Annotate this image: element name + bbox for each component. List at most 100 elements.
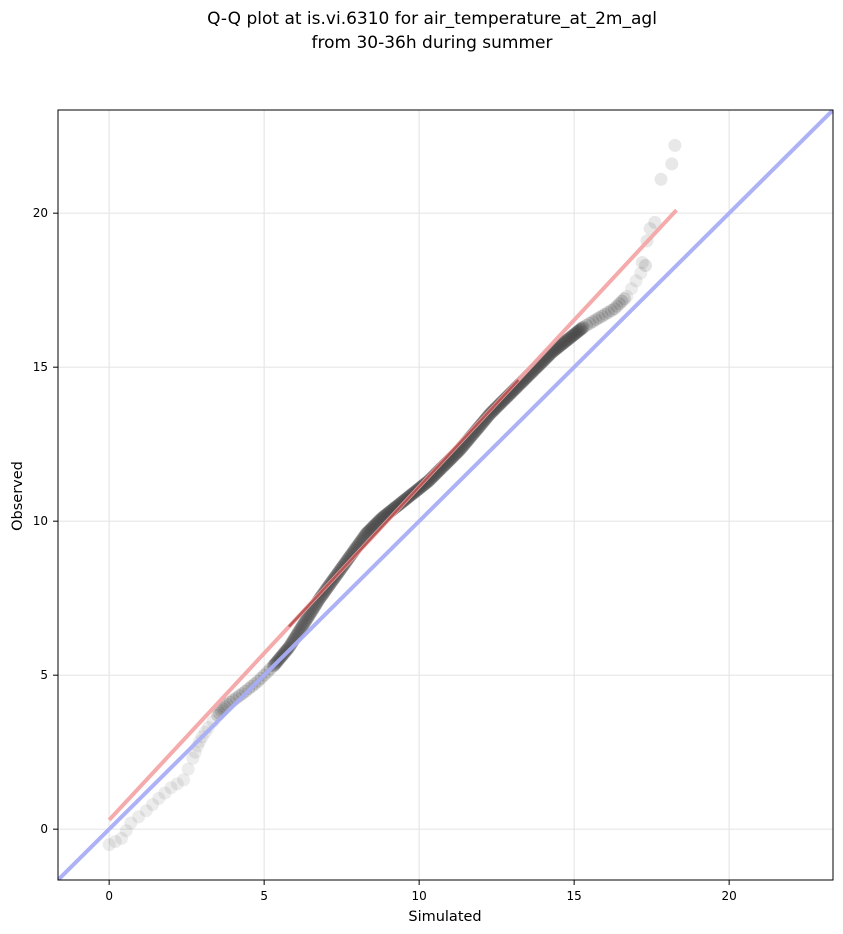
data-point-10 (164, 781, 178, 795)
data-point-310 (563, 331, 577, 345)
chart-title-line-1: Q-Q plot at is.vi.6310 for air_temperatu… (207, 9, 657, 29)
data-point-0 (102, 838, 116, 852)
y-axis-label: Observed (10, 461, 26, 531)
data-point-88 (317, 585, 331, 599)
x-tick-label-0: 0 (105, 889, 113, 903)
data-point-1 (108, 835, 122, 848)
data-point-127 (361, 525, 375, 539)
data-point-55 (281, 642, 295, 656)
data-point-314 (568, 327, 582, 341)
data-point-66 (293, 623, 307, 637)
data-point-311 (564, 330, 578, 344)
data-point-335 (615, 294, 629, 308)
data-point-329 (598, 307, 612, 321)
data-point-71 (299, 614, 313, 628)
data-point-312 (565, 329, 579, 343)
data-point-14 (186, 751, 200, 765)
data-point-326 (589, 313, 603, 327)
data-point-346 (654, 172, 668, 186)
data-point-236 (481, 409, 495, 423)
data-point-347 (665, 157, 679, 171)
data-point-323 (580, 318, 594, 332)
data-point-240 (486, 404, 500, 418)
data-point-180 (419, 476, 433, 490)
y-tick-label-2: 10 (33, 514, 48, 528)
data-point-315 (569, 326, 583, 340)
data-point-2 (115, 831, 128, 845)
data-point-306 (559, 334, 573, 348)
data-point-239 (485, 405, 499, 419)
data-point-68 (295, 619, 309, 633)
y-axis-ticks: 0 5 10 15 20 (33, 206, 58, 836)
data-point-317 (571, 325, 585, 338)
data-point-156 (393, 497, 407, 511)
data-point-318 (572, 324, 586, 338)
data-point-344 (643, 222, 657, 236)
x-tick-label-2: 10 (412, 889, 427, 903)
data-point-178 (417, 478, 431, 492)
data-point-302 (554, 338, 568, 352)
data-point-299 (551, 340, 565, 354)
data-point-8 (152, 791, 166, 805)
data-point-316 (570, 325, 584, 339)
data-point-157 (394, 496, 408, 510)
data-point-339 (629, 274, 643, 288)
data-point-3 (119, 824, 133, 838)
data-point-69 (296, 618, 310, 632)
data-point-308 (561, 333, 575, 346)
data-point-242 (488, 402, 502, 416)
data-point-241 (487, 403, 501, 417)
data-point-328 (595, 309, 609, 323)
data-point-309 (562, 332, 576, 346)
data-point-325 (586, 315, 600, 329)
data-point-67 (294, 621, 308, 635)
data-point-332 (607, 302, 621, 316)
data-point-72 (300, 612, 314, 626)
data-point-330 (601, 305, 615, 319)
data-point-331 (604, 304, 618, 317)
plot-frame (57, 109, 834, 881)
data-point-307 (560, 333, 574, 347)
data-point-7 (146, 798, 160, 811)
data-point-340 (634, 266, 648, 280)
data-point-342 (635, 256, 649, 269)
chart-title-line-2: from 30-36h during summer (312, 33, 553, 53)
data-point-336 (617, 292, 631, 306)
data-point-20 (201, 721, 215, 734)
x-tick-label-1: 5 (260, 889, 268, 903)
data-point-334 (612, 297, 626, 311)
x-tick-label-4: 20 (722, 889, 737, 903)
data-point-6 (139, 804, 153, 818)
data-point-348 (668, 138, 682, 152)
data-point-73 (301, 611, 315, 624)
reference-lines (58, 110, 833, 880)
data-point-324 (583, 316, 597, 330)
data-point-333 (610, 299, 624, 313)
data-point-345 (648, 215, 662, 229)
grid-lines (58, 110, 833, 880)
data-point-11 (170, 777, 184, 791)
data-point-303 (555, 337, 569, 351)
data-point-126 (359, 527, 373, 540)
data-point-13 (181, 762, 195, 776)
data-point-235 (480, 410, 494, 424)
data-point-74 (302, 609, 316, 623)
data-point-56 (282, 641, 296, 654)
data-point-320 (574, 322, 588, 336)
x-axis-ticks: 0 5 10 15 20 (105, 880, 737, 903)
fit-line-core (288, 379, 520, 628)
data-point-341 (639, 259, 652, 272)
data-point-108 (340, 554, 353, 568)
data-point-238 (484, 406, 497, 420)
data-point-305 (558, 335, 572, 349)
data-point-298 (550, 341, 564, 355)
data-point-327 (592, 311, 606, 325)
data-point-179 (418, 477, 432, 491)
x-axis-label: Simulated (408, 909, 481, 925)
data-point-5 (132, 810, 146, 824)
data-point-304 (557, 336, 570, 350)
data-point-9 (158, 786, 172, 800)
data-point-301 (553, 339, 567, 353)
data-point-338 (625, 282, 638, 296)
data-point-237 (482, 408, 496, 422)
